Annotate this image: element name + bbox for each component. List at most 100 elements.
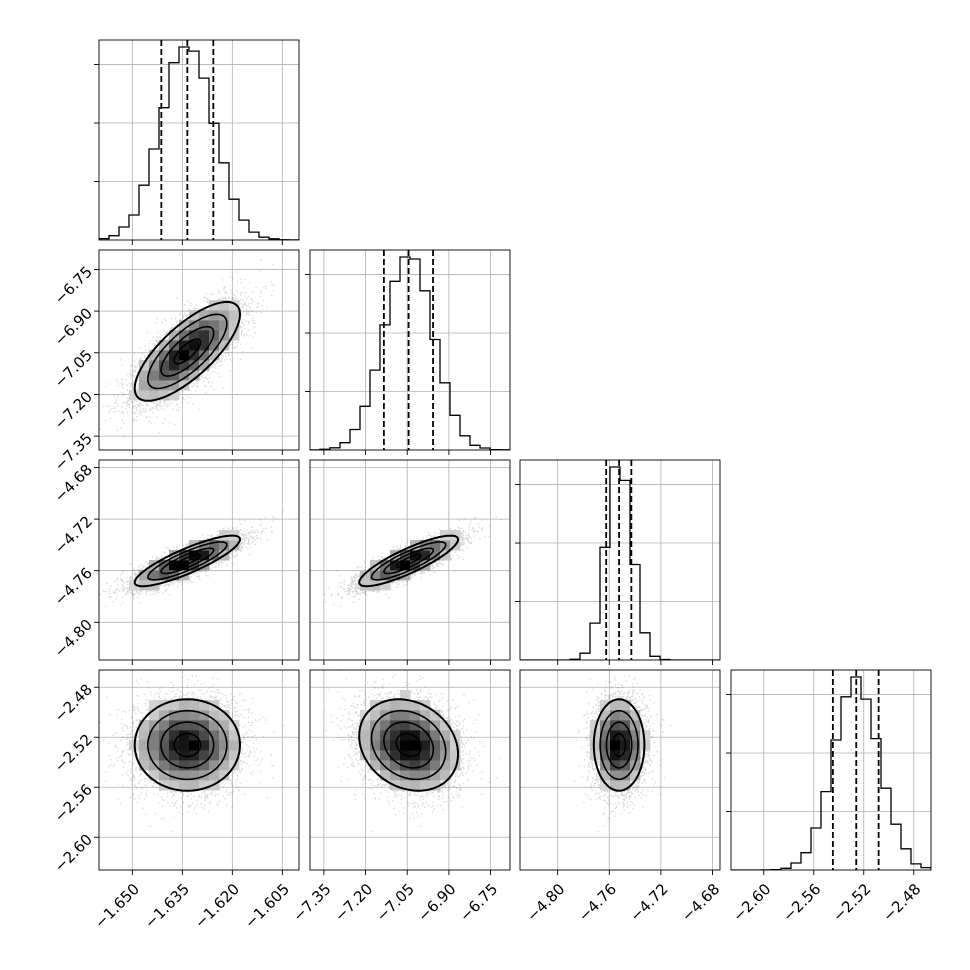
density-cell: [420, 740, 431, 751]
density-cell: [199, 340, 210, 351]
density-cell: [450, 730, 461, 741]
density-cell: [219, 710, 230, 721]
density-cell: [450, 760, 461, 771]
density-cell: [400, 730, 411, 741]
density-cell: [209, 770, 220, 781]
panel-plot-area: [99, 460, 299, 660]
density-cell: [169, 730, 180, 741]
x-tick-label: −4.72: [626, 880, 671, 925]
density-cell: [410, 730, 421, 741]
density-cell: [189, 760, 200, 771]
density-cell: [149, 700, 160, 711]
density-cell: [149, 570, 160, 581]
density-cell: [219, 540, 230, 551]
density-cell: [430, 740, 441, 751]
histogram-2: [520, 466, 720, 660]
density-cell: [169, 780, 180, 791]
density-cell: [380, 770, 391, 781]
density-cell: [199, 740, 210, 751]
density-cell: [610, 700, 621, 711]
contour-1: [605, 721, 633, 769]
x-tick-label: −7.05: [373, 880, 418, 925]
density-cell: [430, 550, 441, 561]
density-cell: [229, 320, 240, 331]
density-cell: [149, 740, 160, 751]
density-cell: [600, 730, 611, 741]
density-cell: [159, 700, 170, 711]
density-cell: [179, 710, 190, 721]
density-cell: [390, 770, 401, 781]
density-cell: [179, 740, 190, 751]
contour-1: [160, 325, 215, 377]
density-cell: [179, 350, 190, 361]
density-cell: [199, 750, 210, 761]
density-cell: [199, 360, 210, 371]
contour-0: [612, 732, 627, 758]
panel-3-2: −4.80 −4.76 −4.72 −4.68: [519, 669, 723, 925]
density-cell: [229, 300, 240, 311]
density-cell: [590, 720, 601, 731]
density-cell: [159, 560, 170, 571]
contour-3: [358, 698, 460, 792]
density-cell: [179, 720, 190, 731]
density-cell: [189, 770, 200, 781]
y-tick-label: −6.75: [51, 263, 96, 308]
density-cell: [600, 710, 611, 721]
x-tick-label: −6.90: [414, 880, 459, 925]
density-cell: [179, 760, 190, 771]
density-cell: [179, 330, 190, 341]
density-cell: [440, 760, 451, 771]
density-cell: [600, 720, 611, 731]
density-cell: [149, 390, 160, 401]
contour-3: [358, 534, 460, 588]
density-cell: [199, 760, 210, 771]
density-cell: [169, 700, 180, 711]
density-cell: [430, 780, 441, 791]
density-cell: [390, 750, 401, 761]
density-cell: [169, 330, 180, 341]
density-cell: [129, 580, 140, 591]
density-cell: [189, 360, 200, 371]
density-cell: [630, 730, 641, 741]
density-cell: [139, 720, 150, 731]
density-cell: [189, 700, 200, 711]
density-cell: [420, 710, 431, 721]
contour-2: [146, 541, 228, 581]
density-cell: [600, 700, 611, 711]
contour-3: [133, 300, 242, 402]
density-cell: [169, 750, 180, 761]
y-tick-label: −6.90: [51, 304, 96, 349]
density-cell: [169, 710, 180, 721]
density-cell: [199, 560, 210, 571]
panel-plot-area: [99, 40, 299, 240]
histogram-3: [731, 676, 931, 870]
density-cell: [440, 730, 451, 741]
contour-3: [133, 534, 242, 588]
x-tick-label: −1.620: [191, 880, 243, 932]
density-cell: [610, 780, 621, 791]
density-cell: [139, 760, 150, 771]
density-cell: [400, 780, 411, 791]
density-cell: [199, 700, 210, 711]
density-cell: [630, 750, 641, 761]
x-tick-label: −1.650: [91, 880, 143, 932]
density-cell: [149, 360, 160, 371]
density-cell: [179, 770, 190, 781]
density-cell: [430, 540, 441, 551]
density-cell: [360, 730, 371, 741]
panel-frame: [98, 39, 300, 241]
density-cell: [209, 730, 220, 741]
density-cell: [139, 570, 150, 581]
density-cell: [610, 720, 621, 731]
contour-3: [592, 698, 646, 792]
density-cell: [360, 570, 371, 581]
density-cell: [630, 770, 641, 781]
density-cell: [430, 750, 441, 761]
x-tick-label: −1.635: [141, 880, 193, 932]
x-tick-label: −2.56: [779, 880, 824, 925]
density-cell: [620, 710, 631, 721]
panel-frame: [309, 669, 511, 871]
density-cell: [410, 710, 421, 721]
density-cell: [159, 390, 170, 401]
density-cell: [159, 380, 170, 391]
